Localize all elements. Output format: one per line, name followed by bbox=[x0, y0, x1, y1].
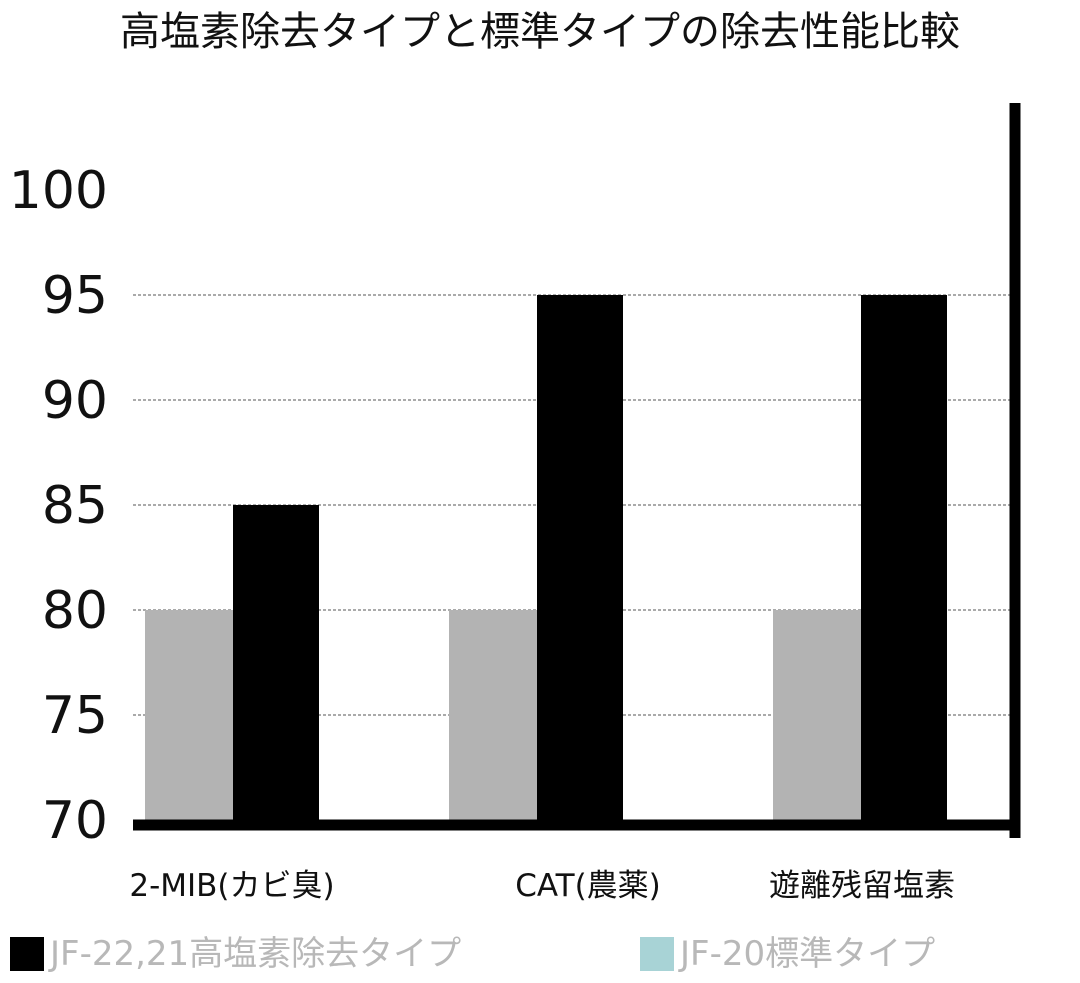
y-tick-label-70: 70 bbox=[42, 791, 108, 851]
y-tick-label-80: 80 bbox=[42, 581, 108, 641]
bar-chart: 70 75 80 85 90 95 100 2-MIB(カビ臭) CAT(農薬) 遊離残留塩素 bbox=[9, 103, 1021, 904]
legend-swatch-standard bbox=[640, 937, 674, 971]
y-tick-label-100: 100 bbox=[9, 161, 108, 221]
legend-item-high-chlorine: JF-22,21高塩素除去タイプ bbox=[10, 932, 461, 976]
axis-labels: 70 75 80 85 90 95 100 2-MIB(カビ臭) CAT(農薬) 遊離残留塩素 bbox=[9, 161, 955, 904]
y-tick-label-85: 85 bbox=[42, 476, 108, 536]
x-category-label-0: 2-MIB(カビ臭) bbox=[129, 868, 334, 904]
legend-swatch-high-chlorine bbox=[10, 937, 44, 971]
x-category-label-2: 遊離残留塩素 bbox=[769, 868, 955, 904]
bar-high-chlorine-0 bbox=[233, 505, 319, 820]
legend-item-standard: JF-20標準タイプ bbox=[640, 932, 935, 976]
legend-label-standard: JF-20標準タイプ bbox=[680, 934, 936, 974]
x-category-label-1: CAT(農薬) bbox=[515, 868, 661, 904]
legend-label-high-chlorine: JF-22,21高塩素除去タイプ bbox=[50, 934, 462, 974]
chart-title: 高塩素除去タイプと標準タイプの除去性能比較 bbox=[120, 9, 960, 55]
bar-standard-2 bbox=[773, 610, 861, 820]
bar-standard-1 bbox=[449, 610, 537, 820]
bar-high-chlorine-1 bbox=[537, 295, 623, 820]
axes bbox=[133, 103, 1021, 838]
bar-standard-0 bbox=[145, 610, 233, 820]
y-tick-label-90: 90 bbox=[42, 371, 108, 431]
y-tick-label-95: 95 bbox=[42, 266, 108, 326]
y-tick-label-75: 75 bbox=[42, 686, 108, 746]
bar-high-chlorine-2 bbox=[861, 295, 947, 820]
bars bbox=[145, 295, 947, 820]
